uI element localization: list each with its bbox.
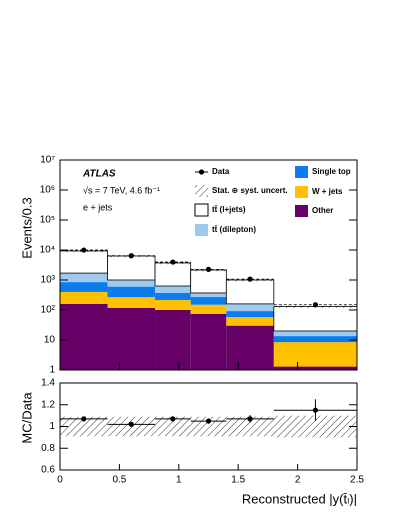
- stack-segment: [155, 310, 191, 370]
- stack-segment: [273, 336, 357, 343]
- y-tick-label: 10²: [41, 305, 56, 316]
- stack-segment: [273, 366, 357, 370]
- plot-area: [59, 247, 358, 438]
- y-tick-label: 10³: [41, 275, 56, 286]
- stack-segment: [107, 307, 156, 370]
- x-tick-label: 1.5: [231, 475, 245, 486]
- stack-segment: [226, 317, 274, 326]
- ratio-point: [205, 418, 212, 424]
- stack-segment: [60, 303, 108, 370]
- y-tick-label: 10⁵: [40, 215, 55, 226]
- energy-label: √s = 7 TeV, 4.6 fb⁻¹: [83, 185, 160, 195]
- stack-segment: [225, 279, 275, 305]
- ratio-y-tick-label: 1.2: [41, 399, 55, 410]
- ratio-uncertainty-band: [155, 416, 191, 437]
- ratio-y-tick-label: 1.4: [41, 378, 55, 389]
- ratio-point: [128, 421, 134, 427]
- legend-swatch: [295, 205, 308, 217]
- ratio-uncertainty-band: [273, 415, 357, 438]
- ratio-y-tick-label: 1: [49, 421, 55, 432]
- ratio-y-tick-label: 0.8: [41, 443, 55, 454]
- stack-segment: [60, 273, 108, 283]
- stack-segment: [60, 282, 108, 292]
- y-tick-label: 10⁴: [40, 245, 55, 256]
- data-point: [247, 276, 253, 282]
- stack-segment: [155, 292, 191, 301]
- stack-segment: [155, 286, 191, 293]
- ratio-point: [170, 416, 176, 422]
- stack-segment: [226, 311, 274, 318]
- y-tick-label: 10⁷: [40, 155, 55, 166]
- stack-segment: [273, 330, 357, 337]
- stack-segment: [226, 325, 274, 370]
- x-axis-label: Reconstructed |y(t̄ₗ)|: [242, 491, 357, 506]
- legend-swatch: [194, 203, 209, 217]
- legend-entry: tt̄ (dilepton): [212, 225, 256, 234]
- ratio-point: [81, 416, 87, 422]
- x-tick-label: 2: [295, 475, 301, 486]
- ratio-point: [312, 407, 319, 413]
- stack-segment: [273, 342, 357, 367]
- legend-symbol: [198, 169, 205, 175]
- atlas-label: ATLAS: [82, 169, 116, 180]
- ratio-y-axis-label: MC/Data: [19, 392, 34, 444]
- data-point: [312, 302, 319, 308]
- stack-segment: [107, 286, 156, 298]
- ratio-point: [247, 416, 253, 422]
- stack-segment: [107, 255, 156, 281]
- data-point: [170, 259, 176, 265]
- legend-entry: Other: [312, 206, 333, 215]
- legend-swatch: [195, 224, 208, 236]
- ratio-uncertainty-band: [190, 416, 227, 437]
- stack-segment: [155, 300, 191, 310]
- main-frame: [59, 159, 358, 371]
- data-point: [205, 266, 212, 272]
- x-tick-label: 0: [57, 475, 63, 486]
- y-tick-label: 10: [44, 335, 56, 346]
- data-point: [81, 247, 87, 253]
- legend-uncertainty: Stat. ⊕ syst. uncert.: [212, 186, 288, 195]
- legend-symbol: [195, 185, 208, 197]
- legend-entry: tt̄ (l+jets): [212, 205, 246, 214]
- y-tick-label: 1: [49, 365, 55, 376]
- stack-segment: [190, 304, 227, 314]
- x-tick-label: 1: [176, 475, 182, 486]
- legend-entry: W + jets: [312, 187, 343, 196]
- stack-segment: [59, 250, 108, 274]
- stack-segment: [60, 291, 108, 304]
- stack-segment: [190, 292, 227, 298]
- legend-entry: Single top: [312, 167, 351, 176]
- x-tick-label: 2.5: [350, 475, 364, 486]
- legend-swatch: [295, 186, 308, 198]
- ratio-uncertainty-band: [60, 416, 108, 437]
- legend-swatch: [295, 166, 308, 178]
- y-axis-label: Events/0.3: [19, 197, 34, 258]
- ratio-y-tick-label: 0.6: [41, 465, 55, 476]
- ratio-uncertainty-band: [226, 416, 274, 437]
- stack-segment: [154, 262, 192, 287]
- data-point: [128, 253, 134, 259]
- y-tick-label: 10⁶: [40, 185, 55, 196]
- stack-segment: [226, 303, 274, 312]
- x-tick-label: 0.5: [112, 475, 126, 486]
- stack-segment: [190, 269, 227, 294]
- stack-segment: [107, 297, 156, 308]
- stack-segment: [107, 280, 156, 287]
- stack-segment: [190, 313, 227, 370]
- stack-segment: [273, 306, 358, 332]
- stack-segment: [190, 297, 227, 305]
- channel-label: e + jets: [83, 202, 113, 212]
- legend-data: Data: [212, 167, 230, 176]
